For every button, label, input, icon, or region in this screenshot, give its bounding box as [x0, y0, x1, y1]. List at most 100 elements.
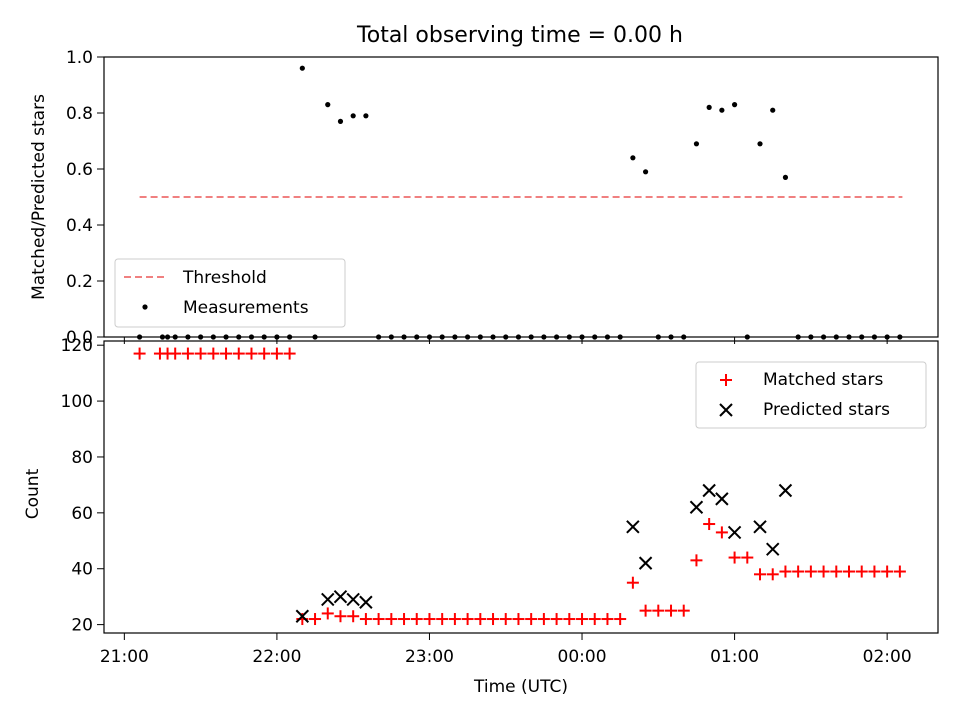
matched-star-point: [499, 613, 512, 626]
matched-star-point: [220, 347, 233, 360]
measurements-legend-swatch: [142, 304, 148, 310]
matched-star-point: [321, 607, 334, 620]
predicted-star-point: [321, 592, 335, 607]
bottom-x-tick-label: 21:00: [100, 647, 149, 667]
top-chart-title: Total observing time = 0.00 h: [356, 23, 683, 48]
predicted-star-point: [753, 520, 767, 534]
top-y-tick-label: 1.0: [66, 48, 93, 68]
predicted-star-point: [778, 483, 793, 498]
matched-star-point: [550, 613, 563, 626]
matched-star-point: [855, 565, 868, 578]
matched-star-point: [410, 613, 423, 626]
measurement-point: [782, 174, 789, 180]
bottom-plot-frame: [103, 340, 939, 634]
matched-star-point: [512, 613, 525, 626]
matched-star-point: [868, 565, 881, 578]
bottom-x-tick-label: 01:00: [710, 647, 759, 667]
top-y-tick-label: 0.8: [66, 104, 93, 124]
measurement-point: [706, 104, 712, 110]
matched-star-point: [792, 565, 805, 578]
bottom-x-tick-label: 02:00: [863, 647, 912, 667]
top-y-axis-label: Matched/Predicted stars: [29, 94, 49, 300]
matched-star-point: [817, 565, 830, 578]
matched-star-point: [181, 347, 194, 360]
matched-star-point: [309, 613, 322, 626]
predicted-star-point: [727, 525, 742, 540]
bottom-legend: Matched stars Predicted stars: [695, 361, 927, 429]
top-plot-frame: [103, 56, 939, 338]
top-y-tick-label: 0.2: [66, 272, 93, 292]
predicted-star-point: [333, 589, 348, 604]
matched-star-point: [525, 613, 538, 626]
matched-star-point: [169, 347, 182, 360]
matched-star-point: [843, 565, 856, 578]
matched-star-point: [398, 613, 411, 626]
bottom-x-tick-label: 22:00: [252, 647, 301, 667]
predicted-star-point: [295, 609, 310, 623]
bottom-y-tick-label: 100: [61, 392, 93, 412]
matched-star-point: [652, 604, 665, 617]
bottom-y-tick-label: 80: [71, 448, 93, 468]
bottom-x-axis-label: Time (UTC): [473, 677, 568, 697]
measurement-point: [363, 113, 369, 119]
matched-star-point: [754, 568, 767, 581]
matched-star-point: [881, 565, 894, 578]
matched-star-point: [677, 604, 690, 617]
matched-star-point: [804, 565, 817, 578]
predicted-star-point: [715, 492, 729, 506]
matched-star-point: [563, 613, 576, 626]
predicted-star-point: [689, 500, 704, 514]
matched-star-point: [334, 610, 347, 623]
matched-star-point: [347, 610, 360, 623]
matched-star-point: [423, 613, 436, 626]
matched-star-point: [436, 613, 449, 626]
bottom-y-axis-label: Count: [23, 468, 43, 519]
predicted-star-point: [346, 592, 360, 607]
predicted-star-point: [766, 542, 780, 556]
matched-star-point: [194, 347, 207, 360]
matched-star-point: [576, 613, 589, 626]
matched-star-point: [372, 613, 385, 626]
predicted-legend-swatch: [719, 403, 733, 417]
measurement-point: [642, 169, 649, 175]
matched-star-point: [283, 347, 296, 360]
predicted-star-point: [702, 483, 716, 498]
bottom-chart: Count Time (UTC) 20 40 60 80 100 120 21:00 22:…: [23, 336, 939, 697]
measurement-point: [757, 141, 763, 147]
matched-star-point: [487, 613, 500, 626]
bottom-legend-box: [695, 361, 927, 429]
matched-star-point: [245, 347, 258, 360]
measurement-point: [337, 118, 344, 124]
bottom-y-tick-label: 120: [61, 336, 93, 356]
matched-star-point: [461, 613, 474, 626]
matched-star-point: [766, 568, 779, 581]
measurement-point: [350, 113, 356, 119]
matched-star-point: [232, 347, 245, 360]
predicted-legend-label: Predicted stars: [763, 400, 890, 420]
measurement-point: [299, 65, 305, 71]
matched-star-point: [830, 565, 843, 578]
matched-star-point: [537, 613, 550, 626]
matched-star-point: [690, 554, 703, 567]
matched-star-point: [893, 565, 906, 578]
matched-star-point: [359, 613, 372, 626]
matched-star-point: [715, 526, 728, 539]
matched-legend-swatch: [720, 374, 732, 386]
predicted-star-point: [638, 556, 653, 570]
matched-star-point: [133, 347, 146, 360]
matched-star-point: [448, 613, 461, 626]
matched-star-point: [207, 347, 220, 360]
bottom-y-ticks: 20 40 60 80 100 120: [61, 336, 104, 636]
matched-star-point: [779, 565, 792, 578]
measurement-point: [630, 155, 636, 161]
matched-star-point: [258, 347, 271, 360]
measurements-legend-label: Measurements: [183, 298, 309, 318]
top-y-tick-label: 0.4: [66, 216, 93, 236]
matched-star-point: [639, 604, 652, 617]
bottom-y-tick-label: 20: [71, 616, 93, 636]
top-y-ticks: 0.0 0.2 0.4 0.6 0.8 1.0: [66, 48, 104, 348]
matched-legend-label: Matched stars: [763, 370, 883, 390]
bottom-plot-area: [133, 347, 906, 626]
